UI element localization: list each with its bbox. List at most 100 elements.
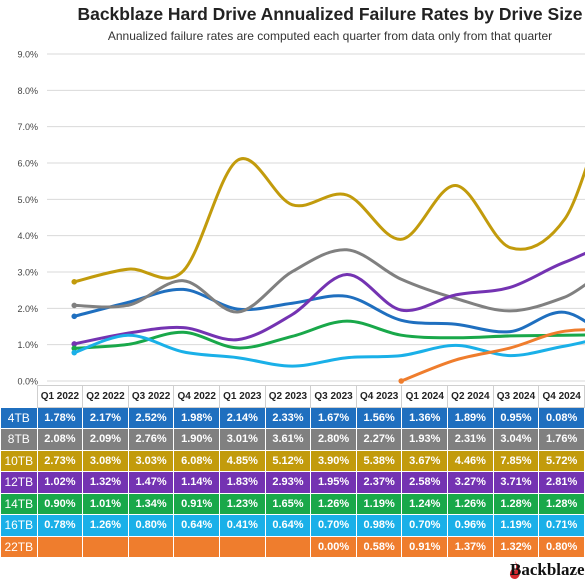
data-label: 4.85% <box>219 449 266 472</box>
data-label: 0.90% <box>36 492 84 515</box>
data-label <box>173 535 221 558</box>
y-tick-label: 8.0% <box>17 86 38 96</box>
x-tick-label: Q3 2022 <box>127 385 175 408</box>
data-point-8tb <box>71 302 78 309</box>
data-label: 0.98% <box>355 514 403 537</box>
series-legend-label: 4TB <box>0 406 38 429</box>
chart-grid <box>47 53 585 382</box>
data-label: 0.41% <box>219 514 266 537</box>
y-tick-label: 3.0% <box>17 268 38 278</box>
table-row: 10TB 2.73% 3.08% 3.03% 6.08% 4.85% 5.12% 3.90% 5… <box>0 449 585 472</box>
data-label: 1.28% <box>492 492 540 515</box>
data-label: 3.03% <box>127 449 175 472</box>
data-point-10tb <box>71 279 78 285</box>
table-body: 4TB 1.78% 2.17% 2.52% 1.98% 2.14% 2.33% 1.67% 1.… <box>0 406 585 558</box>
series-legend-label: 22TB <box>0 535 38 558</box>
series-line-14tb <box>72 319 585 350</box>
table-row: 8TB 2.08% 2.09% 2.76% 1.90% 3.01% 3.61% 2.80% 2.… <box>0 428 585 451</box>
data-label: 4.46% <box>447 449 494 472</box>
chart-title: Backblaze Hard Drive Annualized Failure … <box>77 4 583 24</box>
data-label: 3.08% <box>82 449 129 472</box>
data-label: 0.91% <box>401 535 449 558</box>
data-point-12tb <box>71 341 78 347</box>
data-label: 0.80% <box>127 514 175 537</box>
data-label: 0.96% <box>447 514 494 537</box>
data-label: 1.23% <box>219 492 266 515</box>
series-legend-label: 10TB <box>0 449 38 472</box>
data-label: 0.64% <box>264 514 312 537</box>
data-label: 1.34% <box>127 492 175 515</box>
data-label: 1.98% <box>173 406 221 429</box>
table-row: 4TB 1.78% 2.17% 2.52% 1.98% 2.14% 2.33% 1.67% 1.… <box>0 406 585 429</box>
data-label: 2.58% <box>401 471 449 494</box>
data-label: 0.58% <box>355 535 403 558</box>
backblaze-logo-text: Backblaze <box>510 560 585 579</box>
x-tick-label: Q1 2022 <box>36 385 84 408</box>
data-label <box>82 535 129 558</box>
data-label: 1.47% <box>127 471 175 494</box>
x-tick-label: Q4 2023 <box>355 385 403 408</box>
x-tick-label: Q1 2023 <box>219 385 266 408</box>
series-legend-label: 8TB <box>0 428 38 451</box>
data-label: 0.95% <box>492 406 540 429</box>
series-line-16tb <box>72 333 585 368</box>
y-tick-label: 2.0% <box>17 304 38 314</box>
data-label: 3.67% <box>401 449 449 472</box>
data-label <box>127 535 175 558</box>
data-label: 5.72% <box>538 449 585 472</box>
data-label: 2.33% <box>264 406 312 429</box>
data-label: 2.93% <box>264 471 312 494</box>
y-tick-label: 7.0% <box>17 122 38 132</box>
data-label: 2.17% <box>82 406 129 429</box>
data-label: 1.90% <box>173 428 221 451</box>
table-row: 22TB 0.00% 0.58% 0.91% 1.37% 1.32% 0.80% <box>0 535 585 558</box>
data-label: 1.76% <box>538 428 585 451</box>
data-label: 2.31% <box>447 428 494 451</box>
data-point-14tb <box>71 345 78 352</box>
data-label: 2.14% <box>219 406 266 429</box>
data-label: 5.38% <box>355 449 403 472</box>
x-tick-label: Q3 2023 <box>310 385 357 408</box>
data-label: 0.00% <box>310 535 357 558</box>
y-axis-ticks: 0.0% 1.0% 2.0% 3.0% 4.0% 5.0% 6.0% 7.0% 8.0% 9.0% <box>17 50 38 386</box>
x-tick-label: Q2 2023 <box>264 385 312 408</box>
data-label: 2.76% <box>127 428 175 451</box>
table-row: 12TB 1.02% 1.32% 1.47% 1.14% 1.83% 2.93% 1.95% 2… <box>0 471 585 494</box>
series-line-12tb <box>72 251 585 346</box>
chart-subtitle: Annualized failure rates are computed ea… <box>107 29 553 43</box>
data-label: 1.28% <box>538 492 585 515</box>
data-label: 3.71% <box>492 471 540 494</box>
table-row: 16TB 0.78% 1.26% 0.80% 0.64% 0.41% 0.64% 0.70% 0… <box>0 514 585 537</box>
data-label: 2.81% <box>538 471 585 494</box>
data-label: 3.01% <box>219 428 266 451</box>
data-point-22tb <box>398 378 405 384</box>
data-label: 1.26% <box>447 492 494 515</box>
data-label: 1.93% <box>401 428 449 451</box>
data-label: 3.90% <box>310 449 357 472</box>
data-label: 2.27% <box>355 428 403 451</box>
x-tick-label: Q3 2024 <box>492 385 540 408</box>
table-header-row: Q1 2022 Q2 2022 Q3 2022 Q4 2022 Q1 2023 Q2 20… <box>0 385 585 408</box>
data-label: 2.37% <box>355 471 403 494</box>
y-tick-label: 9.0% <box>17 50 38 60</box>
y-tick-label: 1.0% <box>17 340 38 350</box>
data-label: 1.89% <box>447 406 494 429</box>
data-point-16tb <box>71 349 78 356</box>
y-tick-label: 0.0% <box>17 377 38 386</box>
x-tick-label: Q2 2024 <box>447 385 494 408</box>
data-label: 1.02% <box>36 471 84 494</box>
y-tick-label: 5.0% <box>17 195 38 205</box>
series-line-8tb <box>72 248 585 314</box>
series-line-10tb <box>72 157 585 284</box>
data-label: 3.27% <box>447 471 494 494</box>
data-label: 7.85% <box>492 449 540 472</box>
data-label: 0.80% <box>538 535 585 558</box>
data-label: 2.73% <box>36 449 84 472</box>
data-label: 1.19% <box>355 492 403 515</box>
data-label: 1.95% <box>310 471 357 494</box>
y-tick-label: 6.0% <box>17 159 38 169</box>
data-label: 0.78% <box>36 514 84 537</box>
data-label: 6.08% <box>173 449 221 472</box>
x-tick-label: Q2 2022 <box>82 385 129 408</box>
data-label: 2.80% <box>310 428 357 451</box>
